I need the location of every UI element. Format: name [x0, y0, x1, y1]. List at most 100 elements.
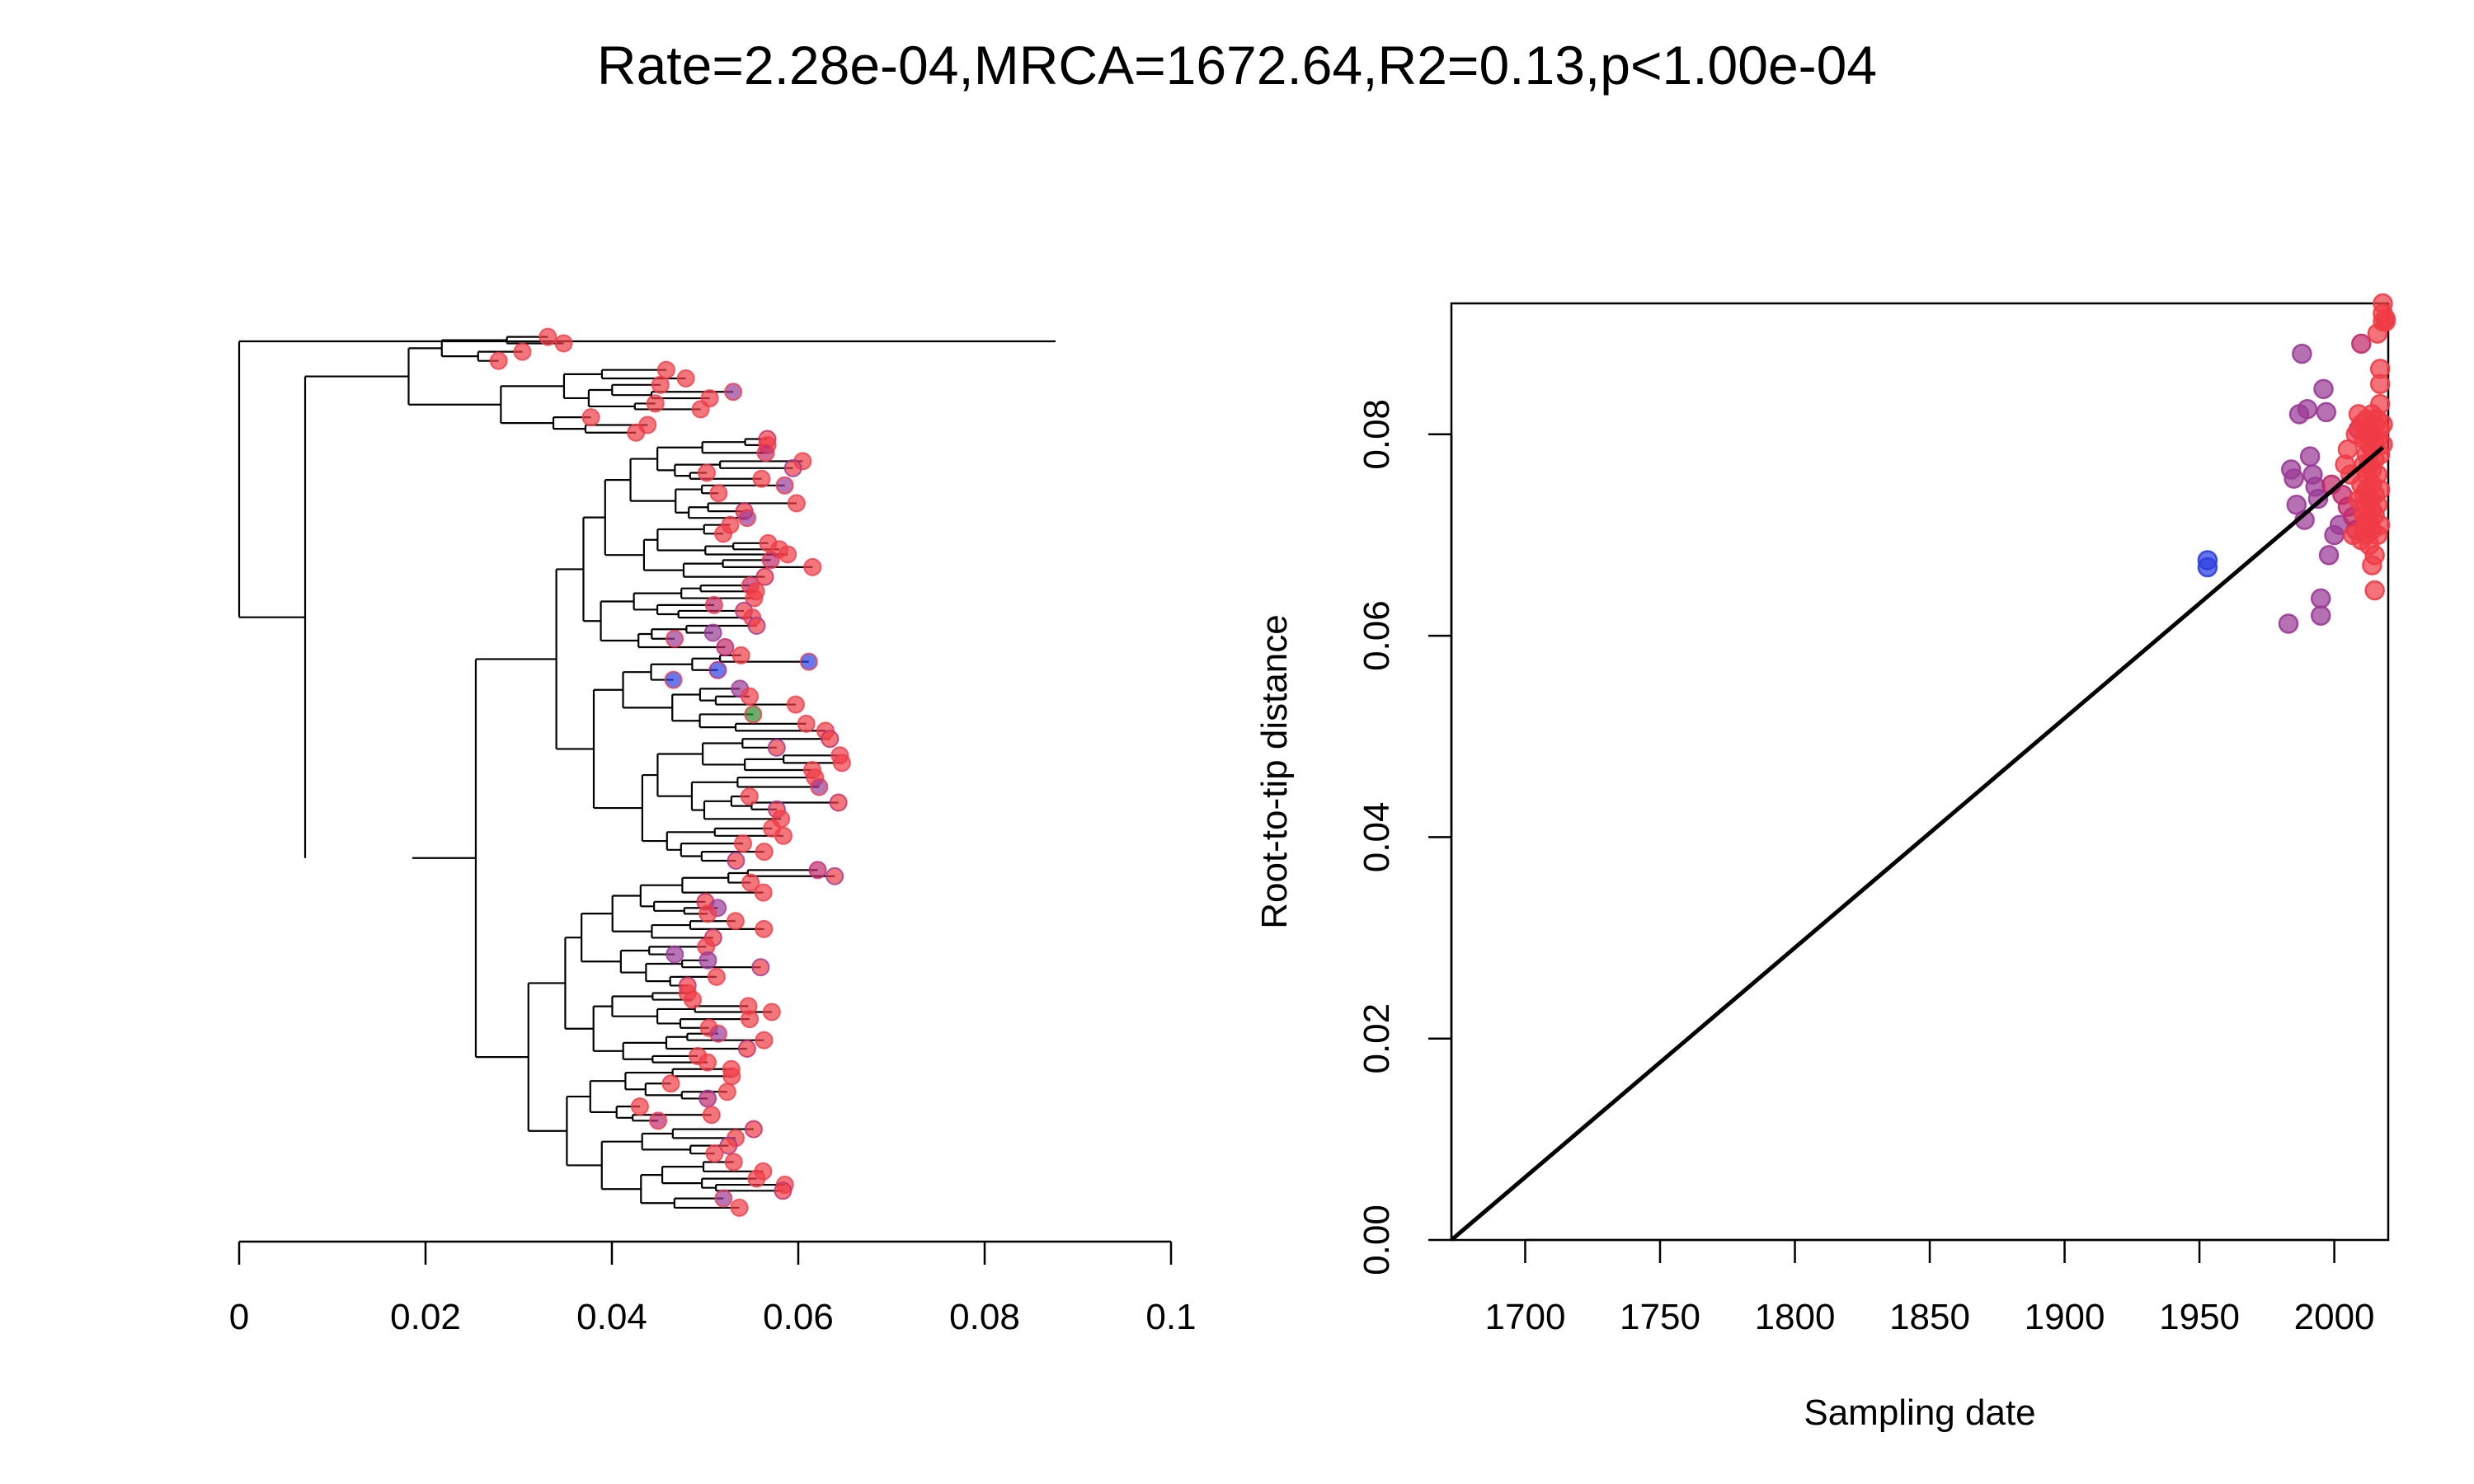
- scatter-point: [2369, 514, 2391, 535]
- scatter-point: [2316, 402, 2337, 423]
- tree-tip: [697, 463, 716, 482]
- tree-tip: [691, 400, 710, 419]
- tree-tip: [698, 951, 717, 970]
- tree-tip: [698, 1053, 717, 1072]
- tree-tip: [787, 494, 806, 513]
- tree-x-tick-label: 0.04: [576, 1297, 647, 1337]
- scatter-point: [2278, 613, 2299, 634]
- tree-tip: [803, 557, 822, 576]
- tree-tip: [727, 851, 745, 870]
- tree-tip: [829, 793, 848, 812]
- tree-tip: [709, 1024, 728, 1043]
- scatter-point: [2373, 414, 2393, 434]
- tree-tip: [775, 476, 794, 495]
- tree-tip: [717, 1082, 736, 1101]
- tree-x-tick-label: 0.1: [1145, 1297, 1196, 1337]
- y-tick-label: 0.02: [1357, 1003, 1397, 1074]
- tree-tip: [745, 589, 764, 608]
- tree-tip: [821, 730, 840, 749]
- tree-tip: [808, 861, 827, 880]
- x-tick-label: 1950: [2159, 1297, 2240, 1337]
- tree-tip: [741, 1010, 760, 1029]
- tree-tip: [730, 1198, 749, 1217]
- tree-tip: [786, 695, 805, 714]
- tree-tip: [744, 1120, 763, 1139]
- tree-tip: [722, 1067, 741, 1086]
- scatter-point: [2310, 605, 2331, 626]
- tree-tip: [825, 866, 844, 885]
- tree-tip: [737, 509, 756, 528]
- chart-title: Rate=2.28e-04,MRCA=1672.64,R2=0.13,p<1.0…: [597, 35, 1877, 96]
- tree-tip: [761, 551, 780, 570]
- tree-tip: [651, 375, 670, 394]
- tree-tip: [627, 423, 646, 442]
- tree-tip: [724, 1153, 743, 1172]
- scatter-point: [2284, 468, 2304, 489]
- tree-tip: [581, 408, 600, 427]
- x-tick-label: 1800: [1755, 1297, 1836, 1337]
- tree-tip: [646, 394, 665, 413]
- tree-tip: [744, 705, 763, 724]
- y-tick-label: 0.04: [1357, 802, 1397, 873]
- tree-tip: [751, 958, 770, 977]
- tree-tips: [489, 327, 851, 1217]
- tree-x-tick-label: 0: [229, 1297, 249, 1337]
- scatter-y-axis: 0.00 0.02 0.04 0.06 0.08: [1357, 399, 1453, 1275]
- scatter-points: [2197, 293, 2396, 634]
- tree-tip: [756, 444, 775, 463]
- y-axis-title: Root-to-tip distance: [1254, 614, 1295, 929]
- tree-tip: [683, 990, 702, 1009]
- tree-tip: [708, 660, 727, 679]
- tree-tip: [762, 1003, 781, 1021]
- tree-tip: [656, 360, 675, 379]
- x-axis-title: Sampling date: [1804, 1392, 2035, 1433]
- scatter-point: [2375, 311, 2396, 332]
- tree-tip: [832, 754, 851, 773]
- tree-tip: [649, 1111, 668, 1130]
- tree-tip: [734, 834, 753, 853]
- tree-tip: [724, 383, 743, 402]
- tree-x-tick-label: 0.02: [390, 1297, 461, 1337]
- scatter-x-axis: 1700 1750 1800 1850 1900 1950 2000: [1485, 1238, 2375, 1337]
- tree-tip: [737, 1040, 756, 1059]
- scatter-point: [2364, 545, 2385, 566]
- scatter-point: [2197, 550, 2218, 571]
- tree-tip: [703, 623, 722, 642]
- tree-tip: [716, 638, 735, 656]
- tree-tip: [702, 1106, 721, 1125]
- scatter-point: [2299, 446, 2321, 467]
- scatter-point: [2369, 479, 2391, 500]
- tree-x-tick-label: 0.08: [949, 1297, 1020, 1337]
- tree-tip: [714, 524, 733, 543]
- tree-tip: [747, 616, 766, 635]
- tree-x-tick-label: 0.06: [763, 1297, 834, 1337]
- scatter-point: [2310, 588, 2331, 609]
- tree-tip: [664, 670, 683, 689]
- tree-branches: [238, 336, 1056, 1209]
- tree-tip: [719, 1136, 738, 1155]
- y-tick-label: 0.08: [1357, 399, 1397, 470]
- scatter-point: [2292, 343, 2312, 364]
- tree-tip: [513, 342, 532, 361]
- scatter-point: [2364, 580, 2385, 601]
- tree-tip: [665, 629, 684, 648]
- tree-tip: [778, 545, 797, 564]
- tree-tip: [797, 714, 816, 733]
- tree-tip: [661, 1074, 680, 1093]
- tree-tip: [726, 912, 745, 931]
- tree-tip: [666, 945, 684, 964]
- tree-tip: [740, 787, 759, 805]
- tree-x-axis: 0 0.02 0.04 0.06 0.08 0.1: [229, 1240, 1197, 1337]
- scatter-point: [2297, 399, 2318, 420]
- scatter-point: [2307, 488, 2329, 510]
- tree-tip: [489, 351, 508, 370]
- root-to-tip-scatter-panel: 1700 1750 1800 1850 1900 1950 2000 0.000.020.0…: [1254, 293, 2396, 1433]
- x-tick-label: 1850: [1889, 1297, 1970, 1337]
- tree-tip: [554, 334, 573, 353]
- tree-tip: [676, 369, 695, 387]
- tree-tip: [755, 1031, 774, 1050]
- tree-tip: [767, 738, 786, 757]
- tree-tip: [754, 883, 773, 902]
- tree-tip: [709, 484, 728, 503]
